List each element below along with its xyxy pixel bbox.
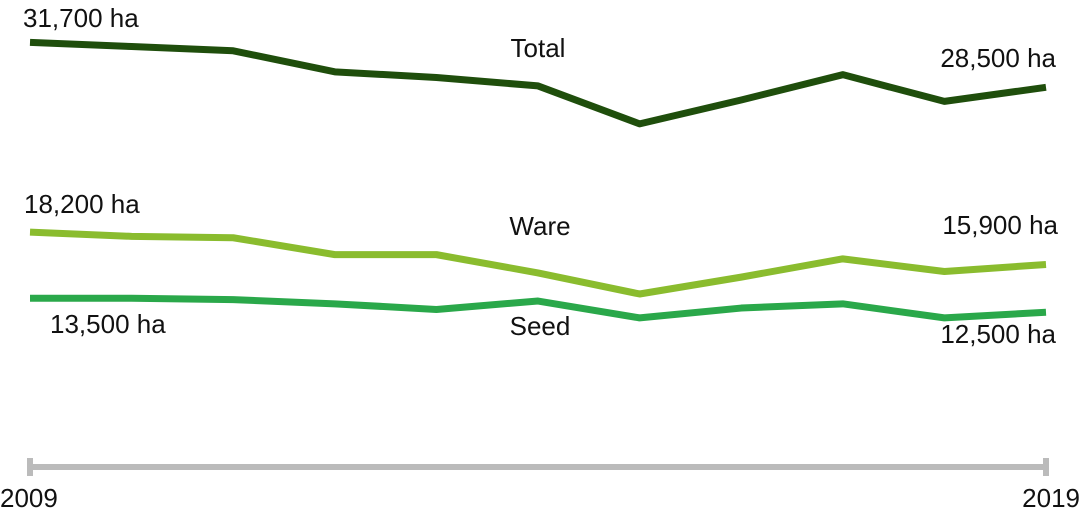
series-label: Seed — [510, 311, 571, 341]
series-line — [29, 228, 1047, 298]
series-label: Total — [511, 33, 566, 63]
x-tick-label: 2009 — [0, 483, 58, 513]
series-label: Ware — [509, 211, 570, 241]
value-label: 13,500 ha — [50, 309, 166, 339]
series-line — [30, 294, 1047, 322]
series-line — [29, 38, 1047, 128]
value-label: 12,500 ha — [940, 319, 1056, 349]
value-label: 15,900 ha — [942, 210, 1058, 240]
value-label: 31,700 ha — [23, 3, 139, 33]
value-label: 18,200 ha — [24, 189, 140, 219]
x-tick-label: 2019 — [1022, 483, 1080, 513]
value-label: 28,500 ha — [940, 43, 1056, 73]
